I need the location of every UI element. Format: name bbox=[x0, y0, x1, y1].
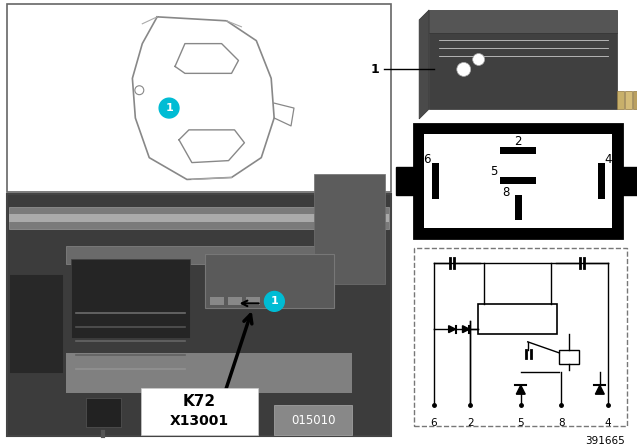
Text: 1: 1 bbox=[165, 103, 173, 113]
Bar bbox=[205, 254, 334, 308]
Bar bbox=[500, 147, 536, 154]
Polygon shape bbox=[449, 326, 456, 332]
Bar bbox=[141, 388, 257, 435]
Bar bbox=[66, 353, 352, 392]
Bar bbox=[515, 195, 522, 220]
Bar bbox=[210, 297, 224, 306]
Bar bbox=[275, 405, 352, 435]
Bar bbox=[432, 163, 439, 199]
Text: 1: 1 bbox=[271, 297, 278, 306]
Bar bbox=[86, 397, 121, 427]
Circle shape bbox=[457, 62, 470, 76]
Bar bbox=[9, 207, 389, 229]
Bar bbox=[228, 297, 242, 306]
Bar bbox=[620, 167, 640, 195]
Circle shape bbox=[159, 98, 179, 118]
Text: 1: 1 bbox=[371, 63, 380, 76]
Bar bbox=[9, 214, 389, 222]
Text: 4: 4 bbox=[605, 153, 612, 166]
Text: X13001: X13001 bbox=[170, 414, 228, 428]
Bar bbox=[314, 174, 385, 284]
Text: 8: 8 bbox=[558, 418, 564, 428]
Bar bbox=[424, 134, 612, 228]
Bar bbox=[559, 350, 579, 364]
Text: 4: 4 bbox=[604, 418, 611, 428]
Text: 8: 8 bbox=[502, 186, 510, 199]
Polygon shape bbox=[429, 10, 618, 33]
Bar bbox=[479, 304, 557, 334]
Bar bbox=[6, 194, 392, 436]
Bar bbox=[414, 124, 622, 238]
Bar bbox=[9, 274, 63, 373]
Bar bbox=[618, 91, 625, 109]
Polygon shape bbox=[463, 326, 470, 332]
Bar bbox=[625, 91, 632, 109]
Text: 2: 2 bbox=[515, 135, 522, 148]
Text: 6: 6 bbox=[423, 153, 431, 166]
Polygon shape bbox=[429, 33, 618, 109]
Text: 5: 5 bbox=[490, 164, 497, 177]
Bar bbox=[634, 91, 640, 109]
Bar bbox=[66, 246, 332, 264]
Bar bbox=[246, 297, 260, 306]
Text: 2: 2 bbox=[467, 418, 474, 428]
Polygon shape bbox=[419, 10, 429, 119]
Bar bbox=[396, 167, 416, 195]
Text: 6: 6 bbox=[431, 418, 437, 428]
Text: K72: K72 bbox=[182, 394, 216, 409]
Bar bbox=[598, 163, 605, 199]
Bar bbox=[414, 248, 627, 426]
Text: 015010: 015010 bbox=[291, 414, 335, 427]
Circle shape bbox=[264, 292, 284, 311]
Bar bbox=[6, 4, 392, 192]
Text: 391665: 391665 bbox=[586, 436, 625, 446]
Bar bbox=[71, 259, 190, 338]
Polygon shape bbox=[595, 385, 604, 394]
Text: 5: 5 bbox=[518, 418, 524, 428]
Polygon shape bbox=[516, 385, 525, 394]
Circle shape bbox=[473, 54, 484, 65]
Bar bbox=[500, 177, 536, 184]
